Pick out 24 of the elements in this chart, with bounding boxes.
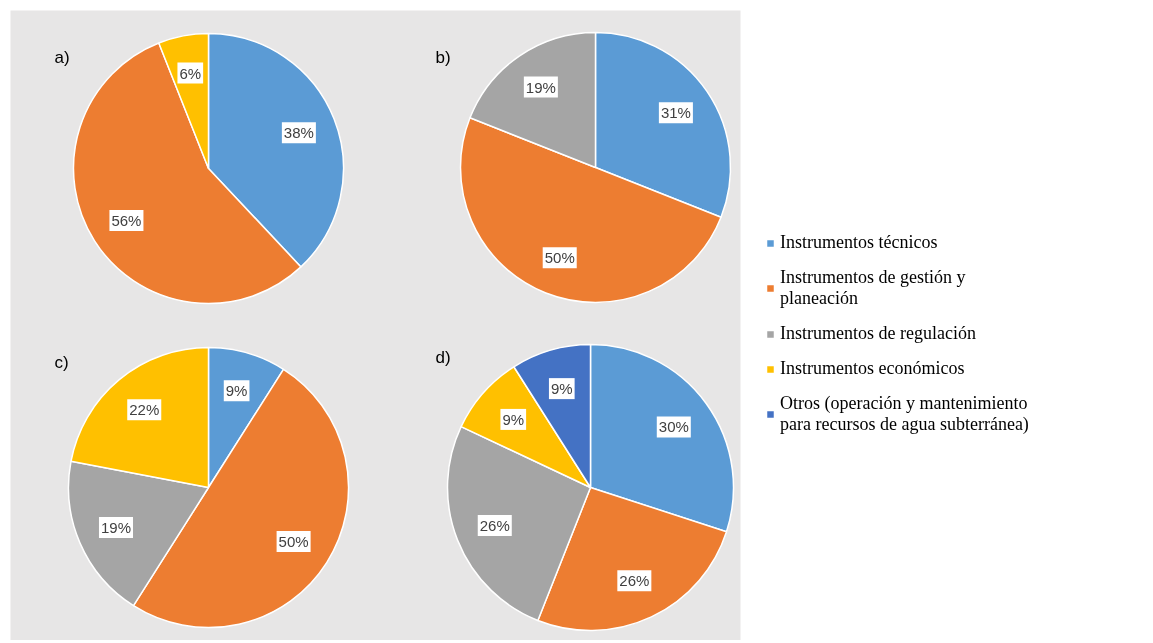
data-label: 19% bbox=[525, 78, 556, 96]
text: b) bbox=[435, 48, 451, 67]
chart-title: c) bbox=[54, 353, 69, 372]
data-label: 26% bbox=[619, 572, 650, 590]
data-label: 22% bbox=[129, 401, 160, 419]
data-label: 38% bbox=[283, 124, 314, 142]
data-label: 9% bbox=[550, 380, 573, 398]
data-label: 31% bbox=[660, 104, 691, 122]
text: a) bbox=[54, 48, 70, 67]
legend-label: Instrumentos de regulación bbox=[780, 323, 976, 344]
data-label: 19% bbox=[100, 519, 132, 537]
legend-label: Instrumentos económicos bbox=[780, 358, 965, 379]
data-label: 50% bbox=[544, 249, 575, 267]
data-label: 6% bbox=[179, 64, 202, 82]
legend-label: Instrumentos de gestión y planeación bbox=[780, 267, 966, 309]
data-label: 9% bbox=[502, 410, 525, 428]
text: d) bbox=[435, 348, 451, 367]
data-label: 26% bbox=[479, 516, 510, 534]
data-label: 9% bbox=[225, 382, 248, 400]
data-label: 50% bbox=[278, 533, 309, 551]
legend-label: Otros (operación y mantenimiento para recursos de agua subterránea) bbox=[780, 393, 1029, 435]
data-label: 30% bbox=[658, 418, 689, 436]
legend-label: Instrumentos técnicos bbox=[780, 232, 938, 253]
data-label: 56% bbox=[111, 212, 142, 230]
